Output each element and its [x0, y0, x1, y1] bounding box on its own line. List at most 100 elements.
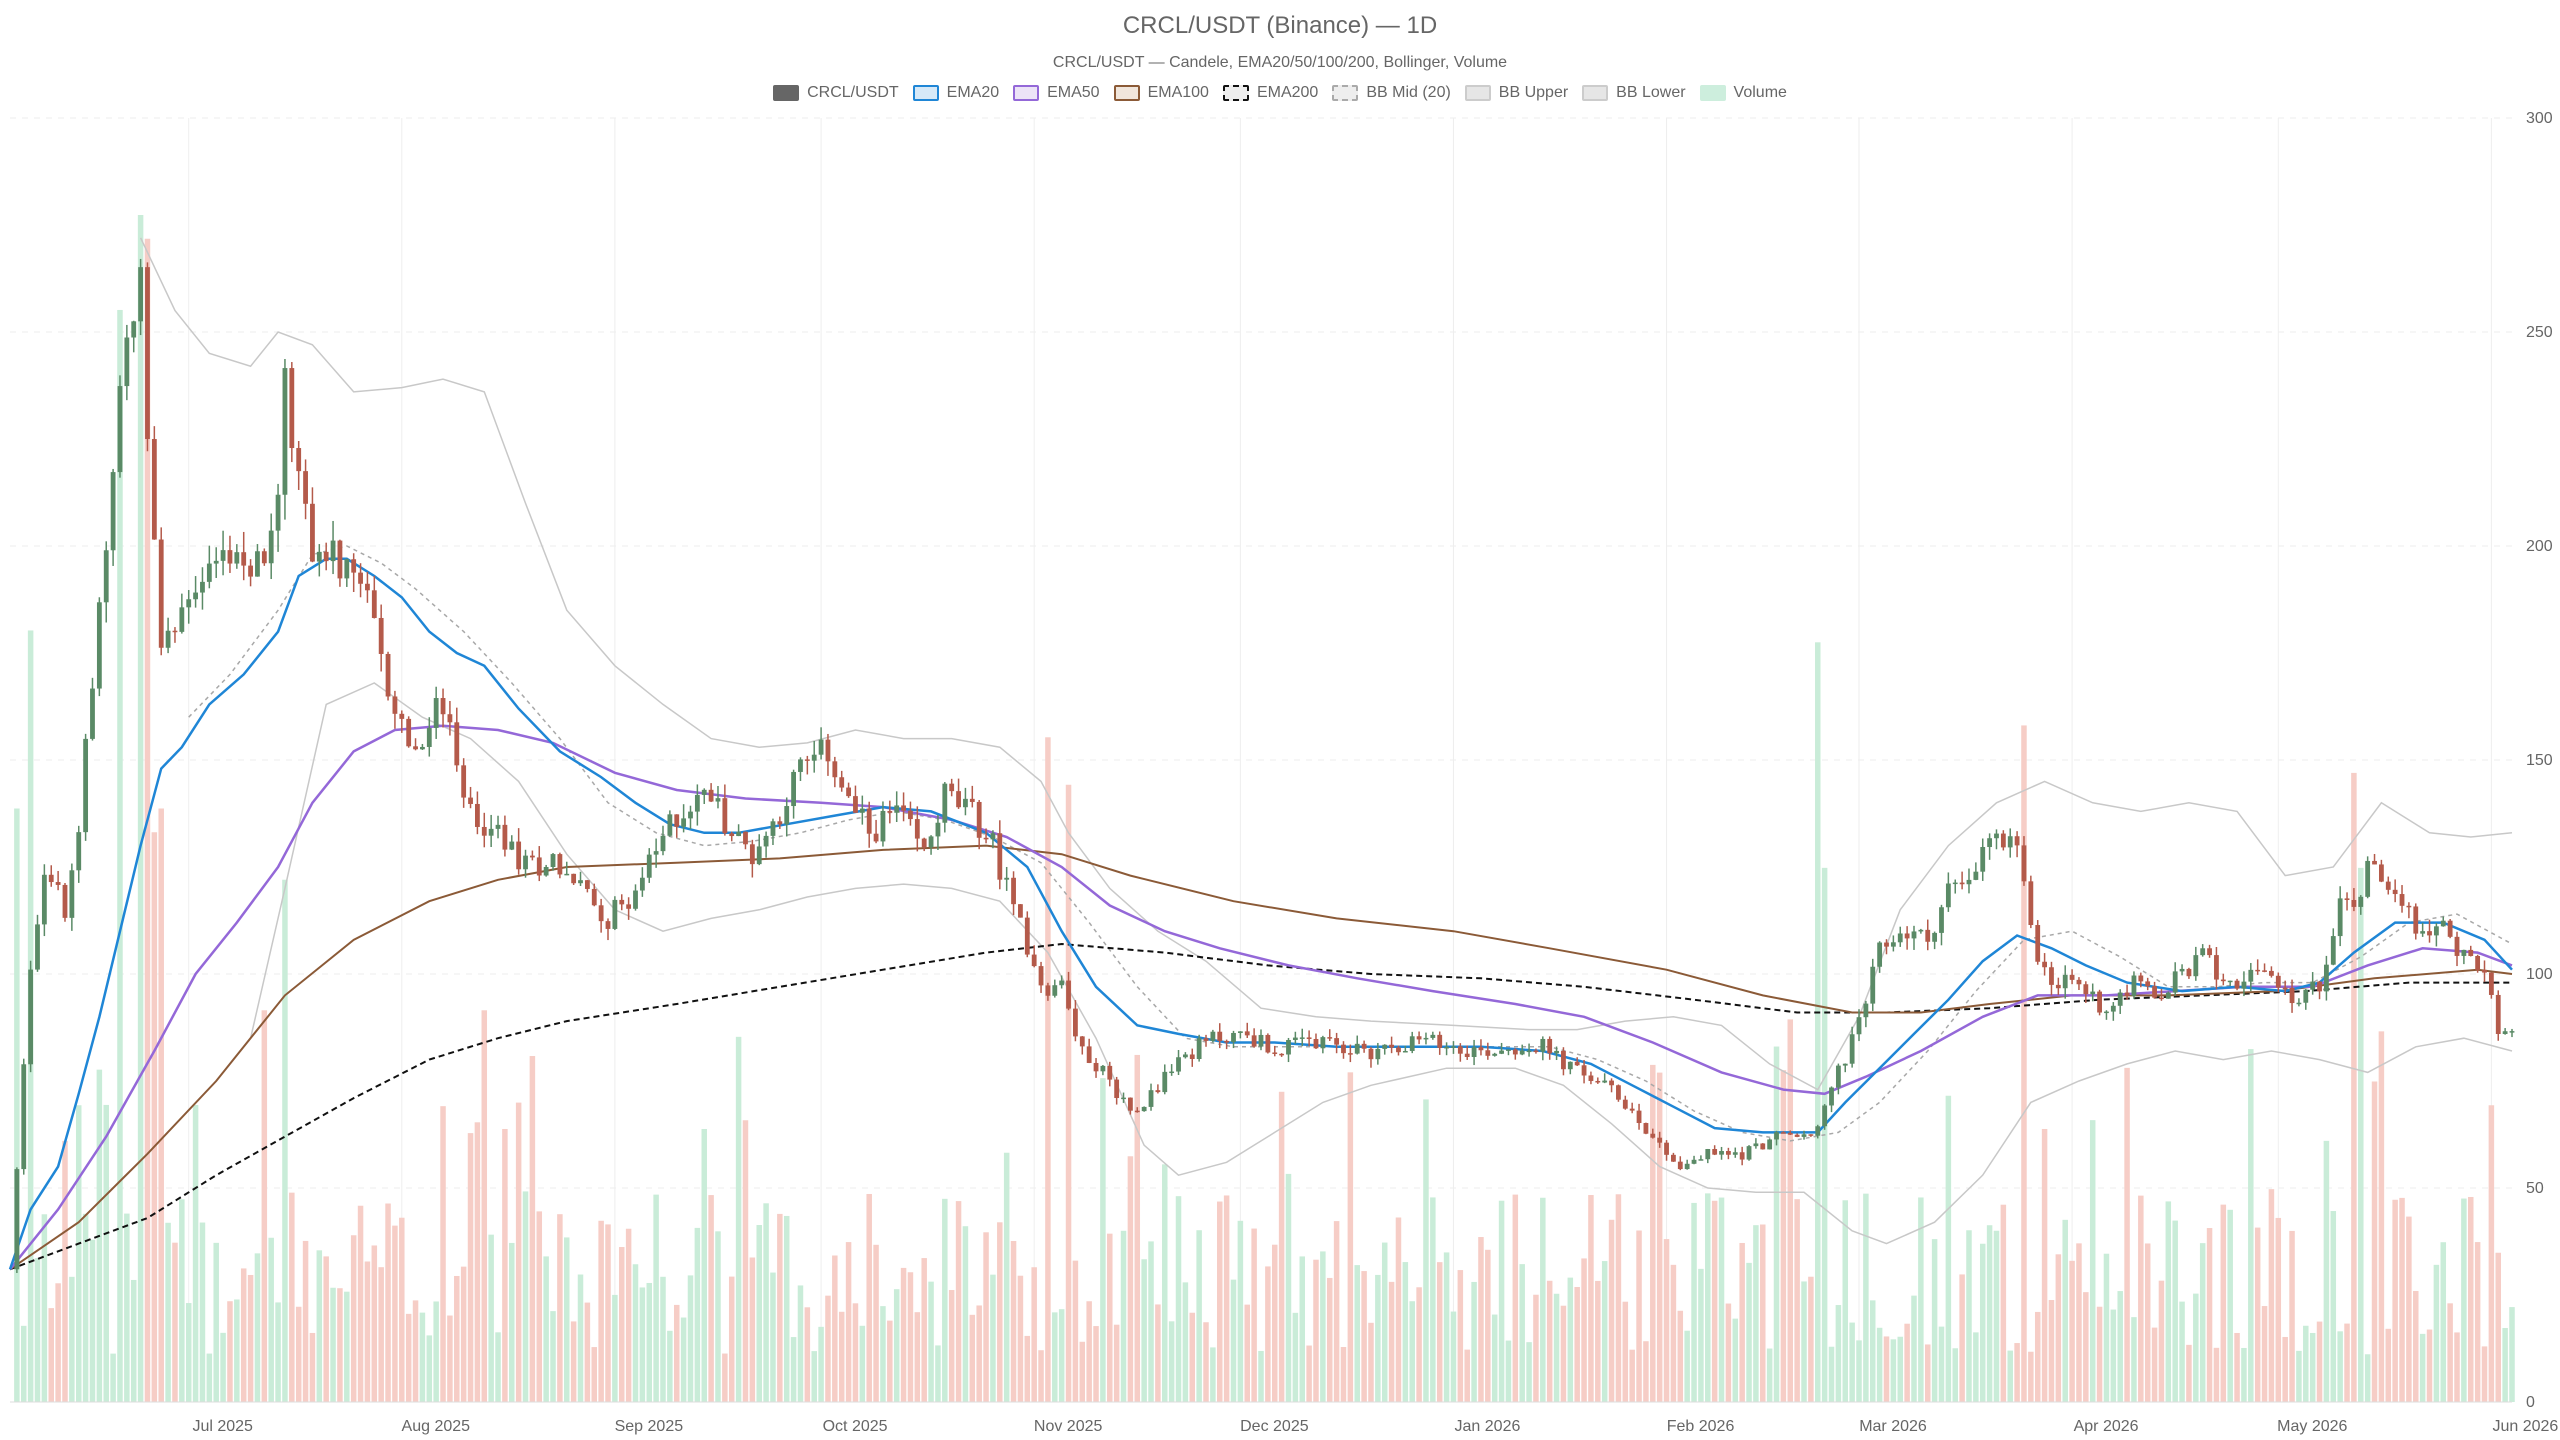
volume-bar	[2275, 1217, 2282, 1402]
legend-swatch	[1013, 85, 1040, 101]
volume-bar	[735, 1036, 742, 1402]
volume-bar	[2220, 1204, 2227, 1402]
volume-bar	[2089, 1120, 2096, 1402]
volume-bar	[722, 1353, 728, 1402]
candle-body	[578, 880, 583, 884]
legend-item[interactable]: Volume	[1699, 84, 1787, 102]
candle-body	[2227, 980, 2233, 983]
volume-bar	[1079, 1341, 1086, 1402]
candle-body	[220, 550, 226, 561]
candle-body	[1588, 1075, 1594, 1081]
volume-bar	[2316, 1321, 2323, 1402]
candle-body	[674, 814, 680, 827]
volume-bar	[34, 1258, 41, 1402]
legend-swatch	[1582, 85, 1609, 101]
legend-item[interactable]: CRCL/USDT	[773, 84, 899, 102]
volume-bar	[1512, 1194, 1519, 1402]
volume-bar	[2158, 1280, 2165, 1402]
candle-body	[2385, 881, 2391, 890]
candle-layer	[14, 258, 2515, 1273]
candle-body	[2365, 860, 2371, 897]
volume-bar	[2227, 1209, 2233, 1402]
candle-body	[1272, 1052, 1278, 1054]
legend-item[interactable]: BB Lower	[1582, 84, 1686, 102]
candle-body	[1327, 1037, 1333, 1039]
volume-bar	[392, 1225, 398, 1402]
legend-item[interactable]: EMA20	[912, 84, 999, 102]
volume-bar	[763, 1203, 769, 1402]
volume-bar	[371, 1245, 378, 1402]
legend-label: BB Upper	[1498, 84, 1569, 101]
candle-body	[1506, 1049, 1511, 1051]
legend-item[interactable]: EMA100	[1113, 84, 1209, 102]
volume-bar	[2351, 772, 2357, 1402]
candle-body	[983, 837, 989, 840]
volume-bar	[2151, 1327, 2158, 1402]
volume-bar	[282, 879, 288, 1402]
candle-body	[1746, 1146, 1752, 1160]
volume-bar	[1870, 1300, 1876, 1402]
volume-bar	[213, 1242, 219, 1402]
volume-bar	[357, 1205, 364, 1402]
candle-body	[1306, 1037, 1312, 1039]
volume-bar	[564, 1237, 570, 1402]
candle-body	[1492, 1053, 1498, 1056]
volume-bar	[20, 1325, 27, 1402]
candle-body	[268, 530, 274, 564]
legend-item[interactable]: EMA200	[1222, 84, 1318, 102]
candle-body	[756, 846, 762, 865]
volume-bar	[1182, 1282, 1189, 1402]
volume-bar	[1320, 1251, 1326, 1402]
volume-bar	[1271, 1244, 1278, 1402]
candle-body	[2502, 1031, 2508, 1035]
candle-body	[1286, 1039, 1291, 1055]
volume-bar	[440, 1106, 446, 1402]
candle-body	[303, 471, 308, 504]
candle-body	[901, 805, 906, 811]
x-tick-label: Jul 2025	[192, 1418, 253, 1435]
legend-item[interactable]: EMA50	[1013, 84, 1100, 102]
volume-bar	[234, 1299, 240, 1402]
x-tick-label: Mar 2026	[1859, 1418, 1927, 1435]
candle-body	[846, 787, 851, 797]
candle-body	[2035, 925, 2041, 962]
candle-body	[1945, 883, 1951, 908]
candle-body	[454, 722, 460, 766]
volume-bar	[653, 1194, 659, 1402]
volume-bar	[2481, 1346, 2488, 1402]
volume-bar	[2241, 1347, 2247, 1402]
candle-body	[365, 583, 370, 591]
volume-bar	[1113, 1324, 1120, 1402]
volume-bar	[2234, 1332, 2240, 1402]
candle-body	[2028, 881, 2034, 926]
candle-body	[2269, 970, 2274, 976]
candle-body	[653, 851, 659, 855]
candle-body	[248, 565, 253, 577]
candle-body	[1237, 1031, 1243, 1033]
candle-body	[1059, 980, 1065, 986]
volume-bar	[1038, 1350, 1044, 1402]
legend-item[interactable]: BB Upper	[1464, 84, 1569, 102]
volume-bar	[426, 1335, 433, 1402]
volume-bar	[928, 1281, 934, 1402]
volume-bar	[1601, 1261, 1608, 1402]
volume-bar	[2041, 1128, 2048, 1402]
candle-body	[2090, 991, 2096, 995]
candle-body	[1726, 1151, 1731, 1155]
candle-body	[791, 771, 796, 807]
candle-body	[1038, 966, 1044, 986]
candle-body	[1691, 1159, 1697, 1164]
volume-bar	[880, 1306, 886, 1402]
volume-bar	[969, 1314, 976, 1402]
volume-bar	[742, 1120, 749, 1402]
candle-body	[145, 267, 150, 440]
volume-bar	[1148, 1241, 1154, 1402]
candle-body	[2152, 986, 2157, 998]
candle-body	[1451, 1046, 1456, 1048]
legend-item[interactable]: BB Mid (20)	[1332, 84, 1451, 102]
candle-body	[1808, 1134, 1814, 1136]
candle-body	[234, 552, 240, 564]
volume-bar	[2124, 1067, 2130, 1402]
candle-body	[316, 551, 322, 562]
candle-body	[639, 877, 645, 891]
